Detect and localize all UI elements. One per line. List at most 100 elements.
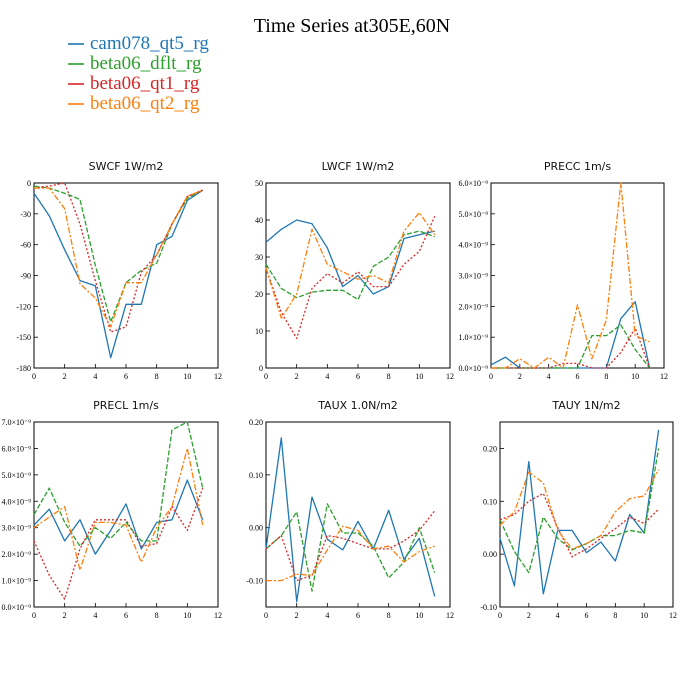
x-tick-label: 8 (613, 611, 617, 620)
y-tick-label: -30 (20, 210, 31, 219)
series-line (266, 525, 435, 582)
chart-panel: PRECL 1m/s 0 2 4 6 8 10 12 0.0×10⁻⁹ 1.0×10⁻⁹ 2.0×1… (1, 399, 222, 620)
y-tick-label: 0.00 (249, 524, 263, 533)
x-tick-label: 6 (356, 611, 360, 620)
x-tick-label: 0 (264, 372, 268, 381)
chart-panel: SWCF 1W/m2 0 2 4 6 8 10 12 0 -30 -60 -90 -120 -150 -18… (16, 160, 222, 381)
legend: cam078_qt5_rgbeta06_dflt_rgbeta06_qt1_rg… (68, 33, 209, 114)
panel-title: TAUY 1N/m2 (551, 399, 620, 412)
x-tick-label: 6 (124, 611, 128, 620)
legend-entry: beta06_dflt_rg (68, 53, 202, 74)
y-tick-label: 20 (255, 290, 263, 299)
y-tick-label: 0.0×10⁻⁹ (458, 364, 488, 373)
x-tick-label: 4 (556, 611, 560, 620)
y-tick-label: 0.10 (483, 497, 497, 506)
x-tick-label: 2 (527, 611, 531, 620)
x-tick-label: 10 (183, 372, 191, 381)
chart-panel: TAUX 1.0N/m2 0 2 4 6 8 10 12 -0.10 0.00 0.10 0.20 (246, 399, 454, 620)
series-line (499, 429, 660, 595)
x-tick-label: 4 (547, 372, 551, 381)
y-tick-label: 0.0×10⁻⁹ (1, 603, 31, 612)
y-tick-label: 1.0×10⁻⁹ (1, 577, 31, 586)
y-tick-label: -60 (20, 241, 31, 250)
x-tick-label: 6 (585, 611, 589, 620)
x-tick-label: 12 (214, 611, 222, 620)
series-line (265, 211, 436, 319)
series-line (491, 182, 650, 369)
series-line (265, 216, 436, 340)
x-tick-label: 8 (155, 372, 159, 381)
y-tick-label: 3.0×10⁻⁹ (458, 272, 488, 281)
panel-title: SWCF 1W/m2 (89, 160, 164, 173)
x-tick-label: 8 (387, 611, 391, 620)
y-tick-label: 7.0×10⁻⁹ (1, 418, 31, 427)
y-tick-label: 10 (255, 327, 263, 336)
plot-frame (33, 182, 219, 369)
x-tick-label: 4 (93, 611, 97, 620)
series-line (499, 492, 660, 558)
y-tick-label: 2.0×10⁻⁹ (1, 550, 31, 559)
y-tick-label: 0.20 (249, 418, 263, 427)
x-tick-label: 6 (576, 372, 580, 381)
series-line (499, 469, 660, 550)
y-tick-label: 40 (255, 216, 263, 225)
y-tick-label: 6.0×10⁻⁹ (458, 179, 488, 188)
chart-panel: PRECC 1m/s 0 2 4 6 8 10 12 0.0×10⁻⁹ 1.0×10⁻⁹ 2.0×1… (458, 160, 668, 381)
x-tick-label: 10 (640, 611, 648, 620)
figure-title: Time Series at305E,60N (254, 15, 450, 37)
x-tick-label: 0 (489, 372, 493, 381)
series-line (33, 185, 204, 323)
y-tick-label: 2.0×10⁻⁹ (458, 302, 488, 311)
plot-frame (490, 182, 665, 369)
y-tick-label: 50 (255, 179, 263, 188)
legend-label: beta06_qt2_rg (90, 93, 200, 114)
y-tick-label: -180 (16, 364, 31, 373)
series-line (33, 479, 204, 555)
y-tick-label: 3.0×10⁻⁹ (1, 524, 31, 533)
panel-title: PRECL 1m/s (93, 399, 159, 412)
y-tick-label: 6.0×10⁻⁹ (1, 444, 31, 453)
x-tick-label: 4 (325, 611, 329, 620)
series-line (33, 421, 204, 547)
y-tick-label: 5.0×10⁻⁹ (1, 471, 31, 480)
panel-title: PRECC 1m/s (544, 160, 612, 173)
panel-title: LWCF 1W/m2 (322, 160, 395, 173)
y-tick-label: 5.0×10⁻⁹ (458, 210, 488, 219)
y-tick-label: 0.20 (483, 444, 497, 453)
x-tick-label: 12 (446, 611, 454, 620)
series-line (33, 189, 204, 359)
y-tick-label: -0.10 (246, 577, 263, 586)
x-tick-label: 10 (183, 611, 191, 620)
legend-entry: beta06_qt2_rg (68, 93, 200, 114)
series-line (265, 219, 435, 295)
plot-frame (265, 421, 451, 608)
y-tick-label: 0 (27, 179, 31, 188)
x-tick-label: 4 (93, 372, 97, 381)
x-tick-label: 6 (356, 372, 360, 381)
x-tick-label: 8 (155, 611, 159, 620)
legend-entry: beta06_qt1_rg (68, 73, 200, 94)
x-tick-label: 10 (631, 372, 639, 381)
y-tick-label: -90 (20, 272, 31, 281)
chart-panels: SWCF 1W/m2 0 2 4 6 8 10 12 0 -30 -60 -90 -120 -150 -18… (1, 160, 677, 620)
x-tick-label: 2 (295, 611, 299, 620)
x-tick-label: 8 (387, 372, 391, 381)
x-tick-label: 4 (325, 372, 329, 381)
y-tick-label: 30 (255, 253, 263, 262)
series-line (33, 487, 204, 600)
x-tick-label: 6 (124, 372, 128, 381)
x-tick-label: 2 (63, 611, 67, 620)
legend-label: beta06_dflt_rg (90, 53, 202, 74)
y-tick-label: 1.0×10⁻⁹ (458, 333, 488, 342)
x-tick-label: 12 (214, 372, 222, 381)
series-line (265, 503, 436, 592)
series-line (491, 327, 651, 369)
x-tick-label: 0 (498, 611, 502, 620)
x-tick-label: 2 (295, 372, 299, 381)
x-tick-label: 12 (669, 611, 677, 620)
x-tick-label: 8 (604, 372, 608, 381)
chart-panel: TAUY 1N/m2 0 2 4 6 8 10 12 -0.10 0.00 0.10 0.20 (480, 399, 677, 620)
chart-panel: LWCF 1W/m2 0 2 4 6 8 10 12 0 10 20 30 40 50 (255, 160, 454, 381)
series-line (491, 324, 651, 369)
x-tick-label: 0 (32, 372, 36, 381)
